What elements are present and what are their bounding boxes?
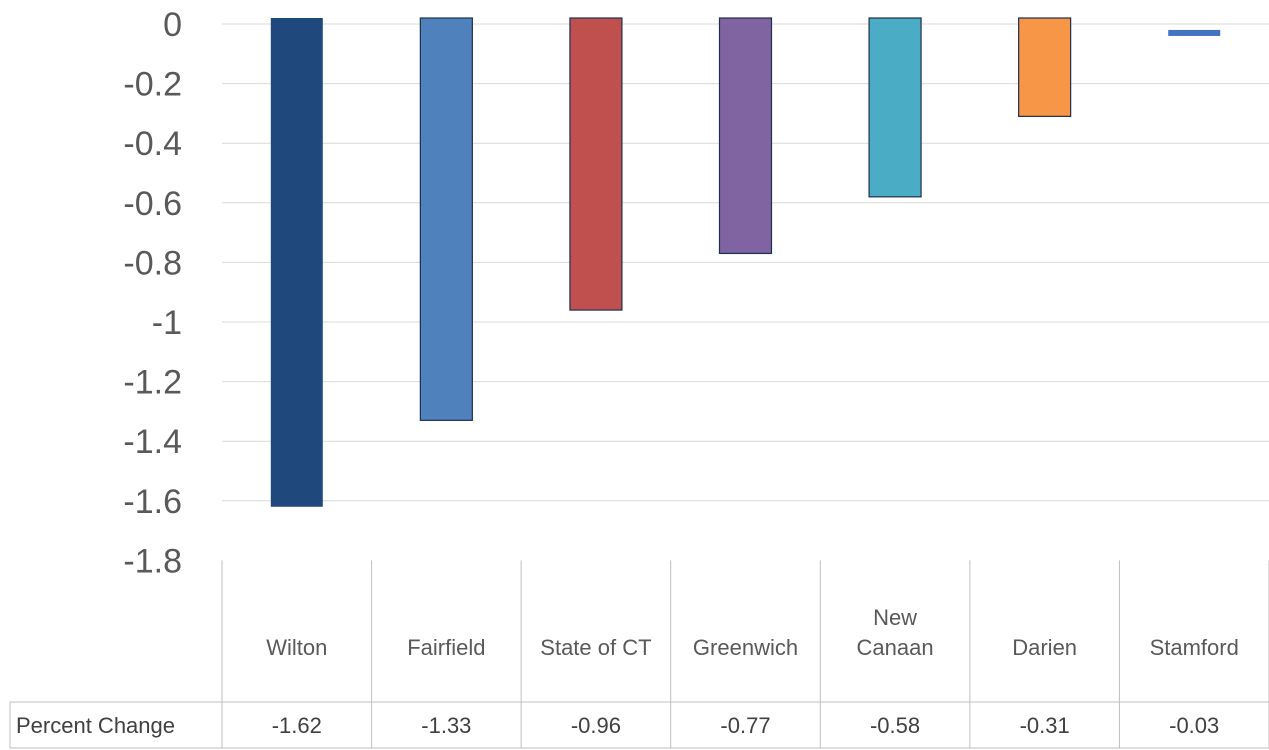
y-tick-label: 0 <box>163 6 182 44</box>
bar <box>1018 17 1072 117</box>
data-label: -1.33 <box>421 713 471 738</box>
table-row-label: Percent Change <box>16 713 175 738</box>
data-label: -1.62 <box>272 713 322 738</box>
category-label: Wilton <box>266 635 327 660</box>
bars <box>270 17 1221 507</box>
bar <box>1168 29 1221 36</box>
category-label: Greenwich <box>693 635 798 660</box>
y-tick-label: -0.6 <box>123 185 182 223</box>
y-axis: 0 -0.2 -0.4 -0.6 -0.8 -1 -1.2 -1.4 -1.6 -1.8 <box>123 6 182 580</box>
bar <box>270 18 323 507</box>
y-tick-label: -0.2 <box>123 66 182 104</box>
gridlines <box>222 23 1269 502</box>
data-label: -0.03 <box>1169 713 1219 738</box>
data-label: -0.77 <box>720 713 770 738</box>
bar <box>718 17 773 255</box>
y-tick-label: -1.8 <box>123 542 182 580</box>
category-label: State of CT <box>540 635 651 660</box>
category-label: Darien <box>1012 635 1077 660</box>
data-label: -0.31 <box>1020 713 1070 738</box>
bar <box>419 17 473 421</box>
data-label: -0.58 <box>870 713 920 738</box>
bar <box>569 17 623 311</box>
category-label: Fairfield <box>407 635 485 660</box>
y-tick-label: -1 <box>152 304 182 342</box>
data-table: Wilton Fairfield State of CT Greenwich New Ca… <box>9 560 1269 749</box>
category-label: Stamford <box>1150 635 1239 660</box>
y-tick-label: -0.8 <box>123 244 182 282</box>
y-tick-label: -1.4 <box>123 423 182 461</box>
bar <box>868 17 922 198</box>
y-tick-label: -1.2 <box>123 364 182 402</box>
category-label: New Canaan <box>857 605 934 660</box>
y-tick-label: -1.6 <box>123 483 182 521</box>
data-label: -0.96 <box>571 713 621 738</box>
y-tick-label: -0.4 <box>123 125 182 163</box>
